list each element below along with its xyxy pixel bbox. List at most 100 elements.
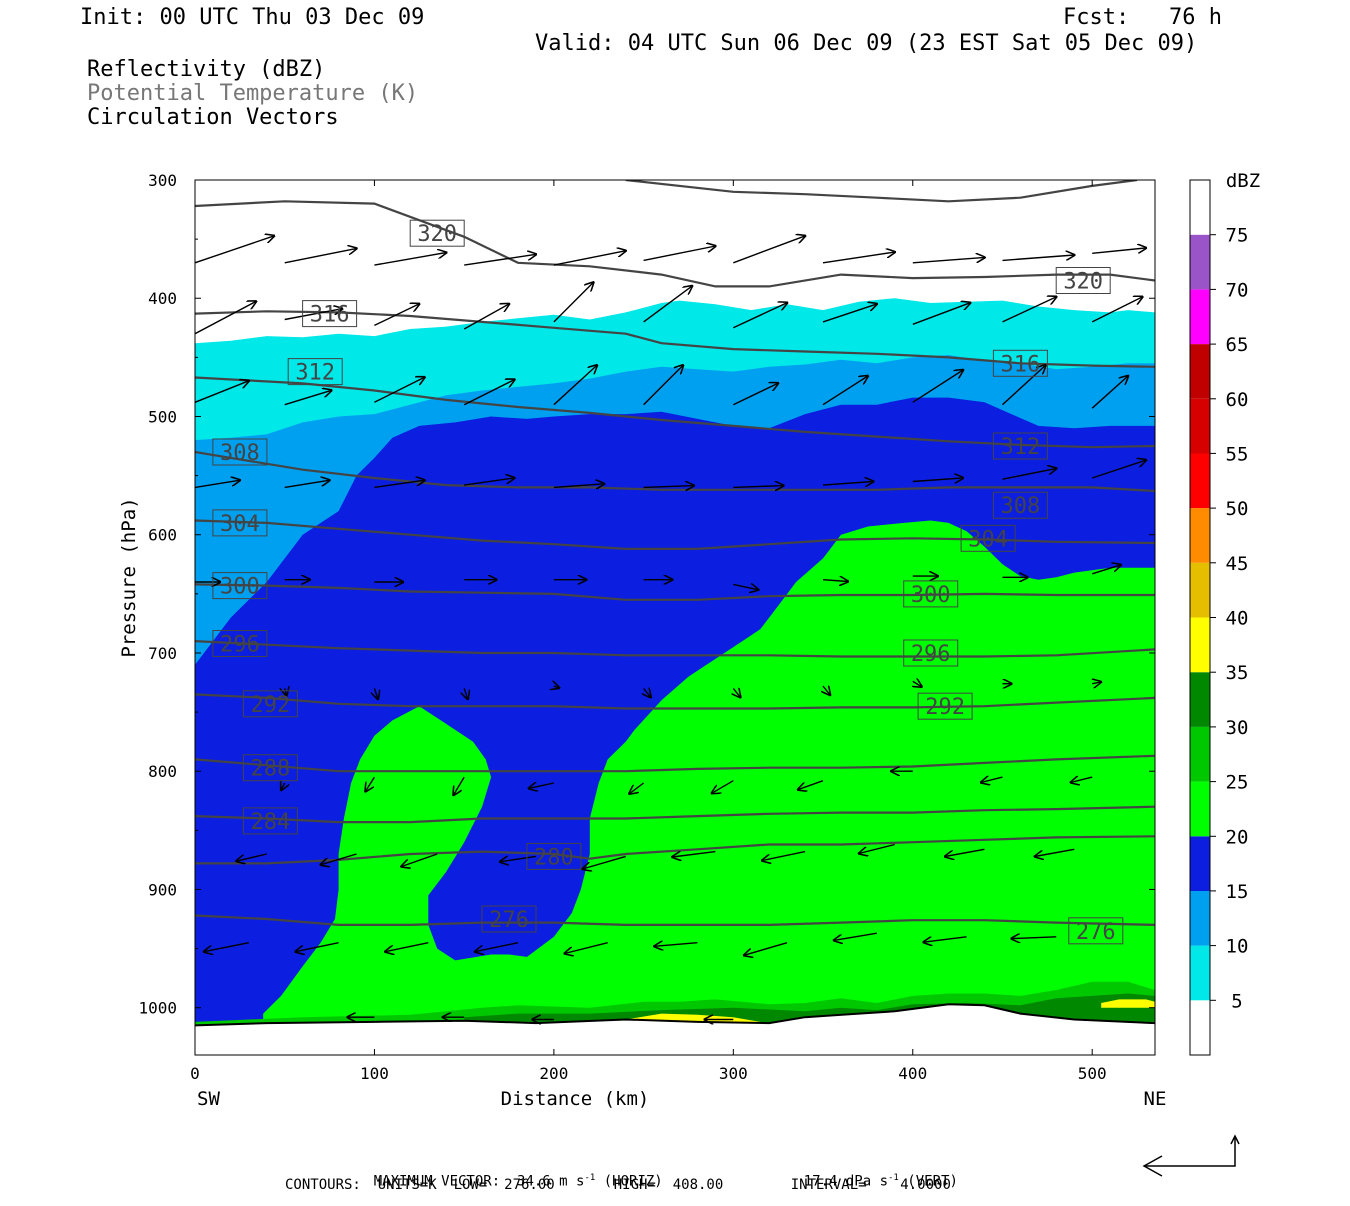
valid-time: Valid: 04 UTC Sun 06 Dec 09 (23 EST Sat … (535, 31, 1198, 56)
theta-contour-288 (195, 754, 1155, 773)
reference-vector-icon (1142, 1134, 1240, 1177)
contour-info: CONTOURS: UNITS=K LOW= 276.00 HIGH= 408.… (285, 1177, 951, 1193)
circulation-vector (1091, 565, 1121, 575)
circulation-vector (374, 253, 446, 266)
y-tick-label: 300 (148, 171, 177, 190)
colorbar-level-label: 20 (1226, 826, 1249, 848)
theta-label: 300 (911, 583, 951, 608)
theta-label-box (1068, 917, 1124, 945)
theta-label-box (1055, 267, 1111, 294)
colorbar-swatch (1190, 508, 1210, 563)
colorbar-level-label: 35 (1226, 662, 1249, 684)
circulation-vector (321, 853, 357, 865)
circulation-vector (553, 251, 626, 266)
circulation-vector (553, 365, 597, 406)
circulation-vector (1071, 777, 1093, 782)
circulation-vector (733, 486, 783, 488)
plot-frame (194, 179, 1156, 1056)
surface-pressure-line (195, 1003, 1155, 1027)
circulation-vector (553, 484, 604, 488)
y-tick-label: 400 (148, 289, 177, 308)
theta-label: 276 (489, 908, 529, 933)
colorbar-level-label: 75 (1226, 225, 1249, 247)
circulation-vector (529, 783, 555, 788)
colorbar-swatch (1190, 344, 1210, 399)
circulation-vector (453, 776, 465, 795)
x-tick-label: 0 (190, 1064, 200, 1083)
field-label-theta: Potential Temperature (K) (87, 81, 419, 106)
circulation-vector (374, 304, 419, 327)
colorbar-swatch (1190, 726, 1210, 782)
circulation-vector (365, 776, 375, 791)
theta-label-box (992, 491, 1048, 519)
circulation-vector (583, 855, 626, 869)
circulation-vector (500, 856, 537, 861)
colorbar-swatch (1190, 617, 1210, 673)
colorbar-swatch (1190, 562, 1210, 618)
theta-label-box (212, 438, 268, 466)
y-tick-label: 1000 (138, 999, 177, 1018)
theta-contour-304 (195, 519, 1155, 550)
theta-label: 288 (251, 757, 291, 782)
circulation-vector (385, 942, 429, 952)
theta-label: 304 (220, 512, 260, 537)
theta-label: 280 (534, 845, 574, 870)
vert-label: (VERT) (907, 1173, 958, 1190)
circulation-vector (284, 248, 357, 264)
theta-contour-284 (195, 805, 1155, 824)
y-tick-label: 700 (148, 644, 177, 663)
theta-contour-276 (195, 914, 1155, 926)
circulation-vector (284, 480, 330, 489)
x-tick-label: 100 (360, 1064, 389, 1083)
circulation-vector (733, 688, 740, 697)
circulation-vector (464, 688, 468, 699)
circulation-vector (712, 780, 734, 794)
colorbar-swatch (1190, 180, 1210, 235)
circulation-vector (1002, 297, 1057, 323)
colorbar-level-label: 55 (1226, 443, 1249, 465)
circulation-vector (1002, 255, 1075, 262)
theta-label: 276 (1076, 920, 1116, 945)
colorbar-swatch (1190, 453, 1210, 509)
colorbar-swatch (1190, 945, 1210, 1001)
circulation-vector (553, 282, 594, 323)
horiz-value: 34.6 m s (517, 1173, 585, 1190)
theta-label: 320 (1063, 270, 1103, 295)
theta-label: 292 (251, 693, 291, 718)
circulation-vector (284, 309, 343, 321)
theta-label-box (287, 358, 343, 386)
colorbar-swatch (1190, 836, 1210, 891)
circulation-vector (236, 853, 267, 861)
vert-vector-text: 17.4 dPa s-1 (VERT) (770, 1157, 958, 1206)
circulation-vector (463, 304, 509, 330)
circulation-vector (1091, 376, 1128, 409)
colorbar-level-label: 65 (1226, 334, 1249, 356)
colorbar-swatch (1190, 672, 1210, 727)
theta-label-box (302, 300, 358, 328)
init-time: Init: 00 UTC Thu 03 Dec 09 (80, 5, 425, 30)
colorbar-swatch (1190, 1000, 1210, 1055)
circulation-vector (195, 480, 240, 489)
colorbar-swatch (1190, 890, 1210, 946)
theta-contour-320 (625, 180, 1138, 203)
theta-label: 304 (968, 527, 1008, 552)
theta-label-box (212, 572, 268, 600)
circulation-vector (912, 370, 963, 403)
theta-contour-296 (195, 640, 1155, 658)
colorbar-swatch (1190, 398, 1210, 454)
y-axis-label: Pressure (hPa) (118, 497, 140, 657)
colorbar-swatch (1190, 781, 1210, 837)
reflectivity-35-40-patch (1101, 999, 1155, 1008)
circulation-vector (295, 942, 339, 952)
circulation-vector (195, 301, 256, 335)
theta-contour-312 (195, 376, 1155, 449)
circulation-vector (1091, 297, 1142, 323)
circulation-vector (859, 843, 895, 854)
field-label-vectors: Circulation Vectors (87, 105, 339, 130)
circulation-vector (1002, 365, 1046, 406)
x-end-label-right: NE (1144, 1088, 1167, 1110)
theta-label: 316 (1001, 352, 1041, 377)
theta-label-box (992, 432, 1048, 460)
circulation-vector (643, 486, 694, 488)
circulation-vector (912, 303, 971, 325)
